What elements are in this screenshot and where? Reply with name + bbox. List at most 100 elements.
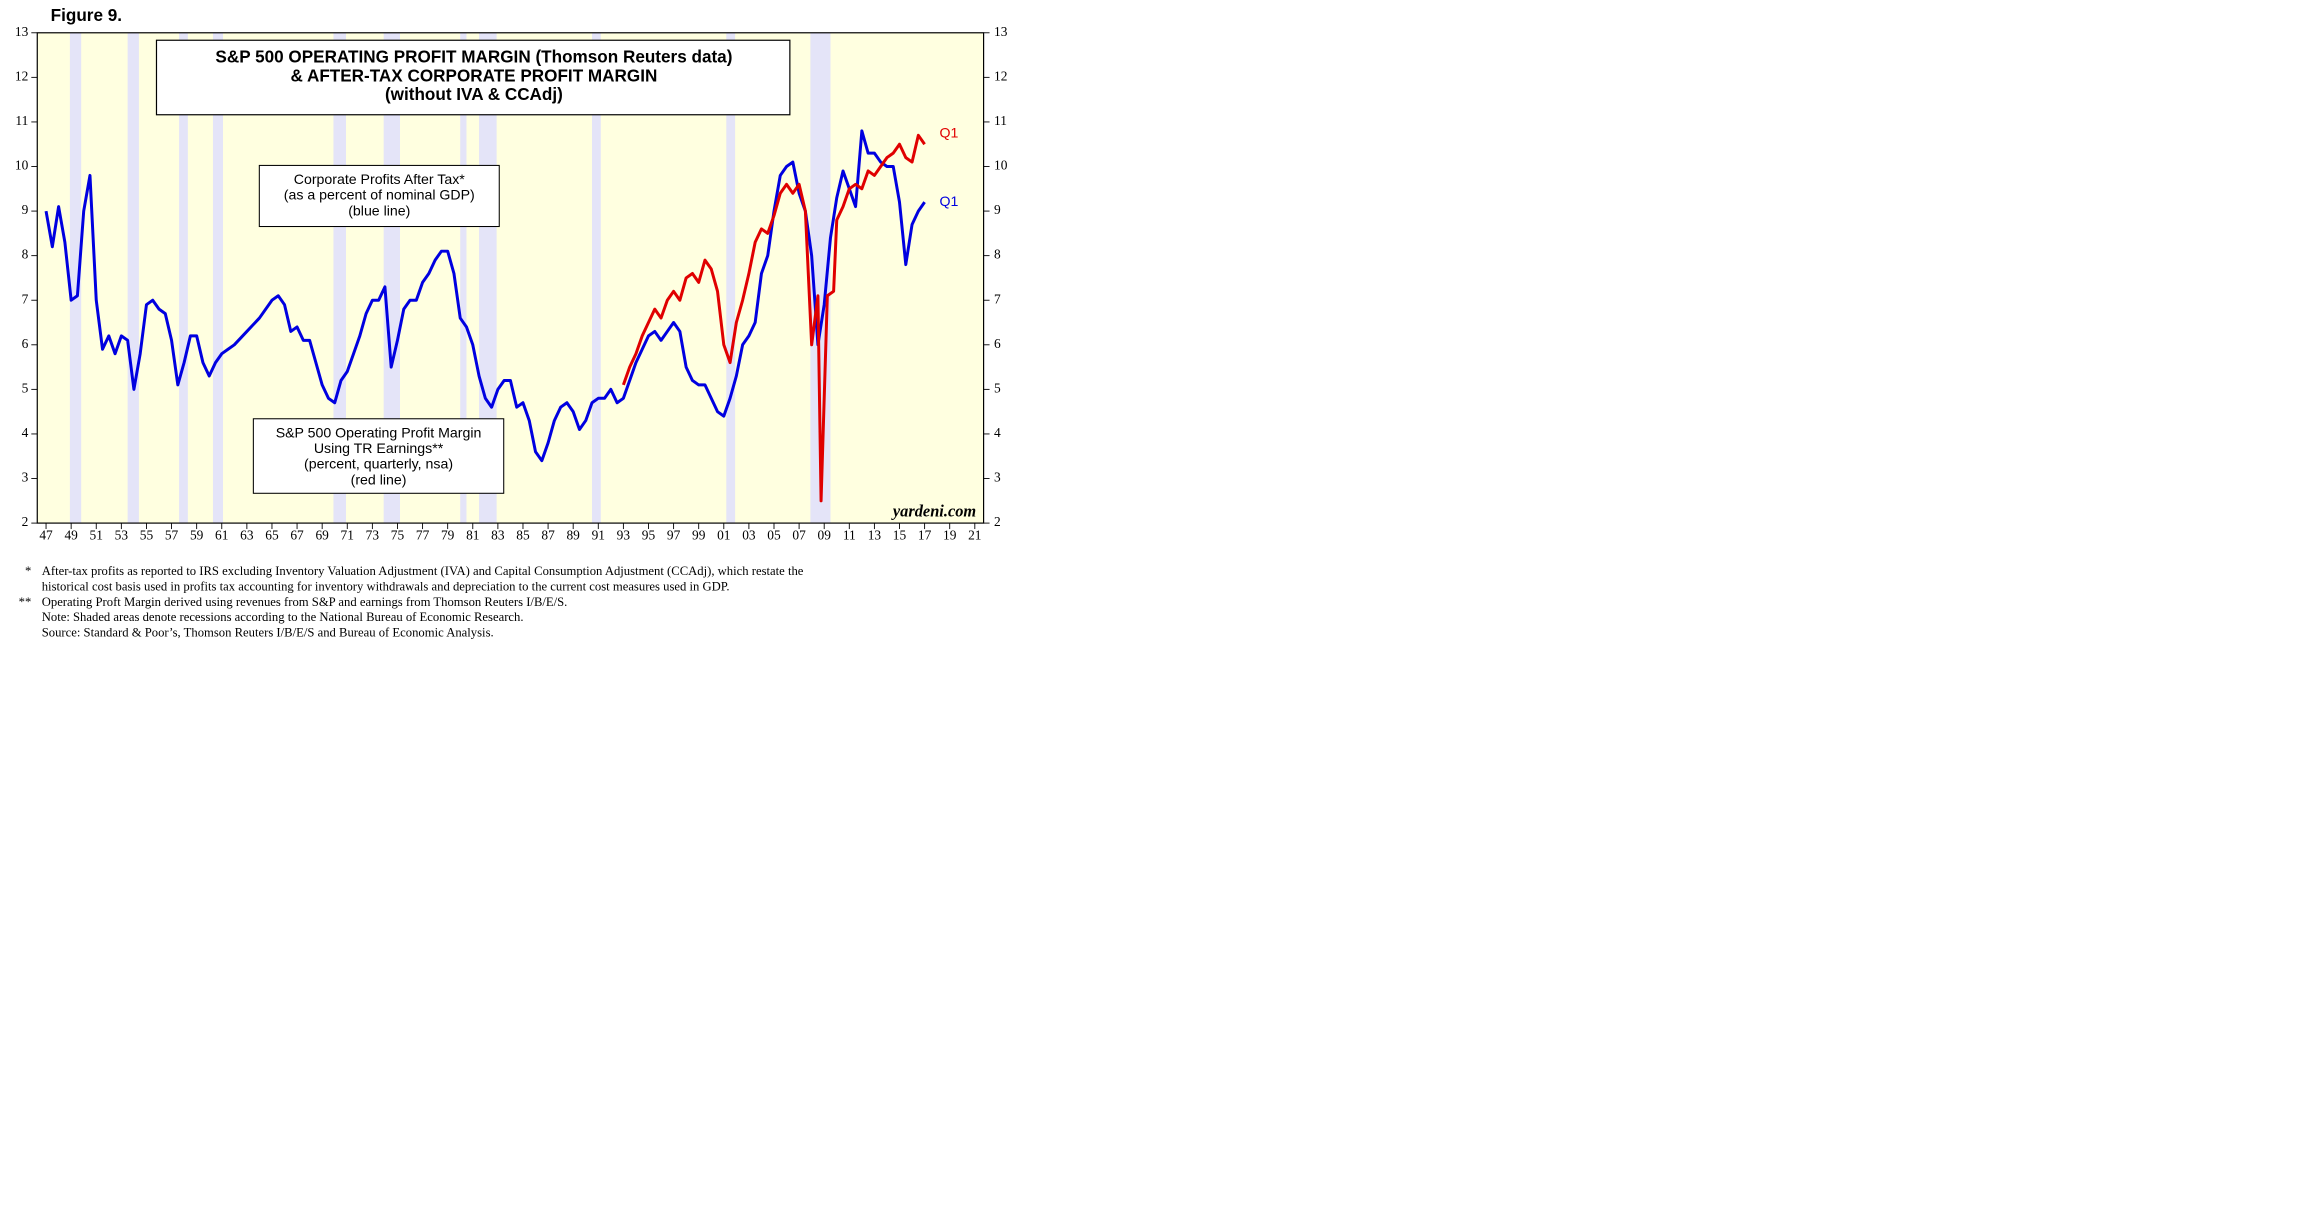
- x-tick-label: 95: [642, 528, 656, 543]
- x-tick-label: 63: [240, 528, 254, 543]
- y-tick-label: 4: [994, 425, 1001, 440]
- x-tick-label: 01: [717, 528, 730, 543]
- footnote: Source: Standard & Poor’s, Thomson Reute…: [42, 626, 494, 640]
- recession-band: [179, 32, 188, 524]
- y-tick-label: 4: [22, 425, 29, 440]
- x-tick-label: 71: [341, 528, 354, 543]
- x-tick-label: 89: [566, 528, 580, 543]
- annotation-text: S&P 500 Operating Profit Margin: [276, 424, 482, 440]
- y-tick-label: 9: [994, 202, 1001, 217]
- chart-title: (without IVA & CCAdj): [385, 84, 563, 104]
- figure-label: Figure 9.: [51, 5, 122, 25]
- y-tick-label: 2: [994, 514, 1001, 529]
- y-tick-label: 10: [994, 158, 1008, 173]
- recession-band: [383, 32, 400, 524]
- chart-title: S&P 500 OPERATING PROFIT MARGIN (Thomson…: [215, 47, 732, 67]
- x-tick-label: 05: [767, 528, 781, 543]
- end-label: Q1: [940, 125, 959, 141]
- y-tick-label: 2: [22, 514, 29, 529]
- y-tick-label: 12: [15, 68, 28, 83]
- recession-band: [726, 32, 736, 524]
- y-tick-label: 13: [994, 24, 1008, 39]
- x-tick-label: 99: [692, 528, 706, 543]
- y-tick-label: 12: [994, 68, 1007, 83]
- footnote-marker: *: [25, 564, 31, 578]
- annotation-text: Using TR Earnings**: [314, 440, 444, 456]
- y-tick-label: 13: [15, 24, 29, 39]
- x-tick-label: 97: [667, 528, 681, 543]
- annotation-text: (blue line): [348, 202, 410, 218]
- x-tick-label: 55: [140, 528, 154, 543]
- x-tick-label: 83: [491, 528, 505, 543]
- plot-frame: [36, 32, 985, 524]
- x-tick-label: 47: [39, 528, 53, 543]
- x-tick-label: 93: [617, 528, 631, 543]
- x-tick-label: 19: [943, 528, 957, 543]
- y-tick-label: 3: [22, 470, 29, 485]
- recession-band: [460, 32, 467, 524]
- footnote: Operating Proft Margin derived using rev…: [42, 595, 568, 609]
- y-tick-label: 8: [22, 247, 29, 262]
- recession-band: [592, 32, 601, 524]
- y-tick-label: 5: [22, 380, 29, 395]
- x-tick-label: 87: [541, 528, 555, 543]
- footnote-marker: **: [19, 595, 32, 609]
- annotation-text: Corporate Profits After Tax*: [294, 171, 466, 187]
- x-tick-label: 07: [792, 528, 806, 543]
- chart-title: & AFTER-TAX CORPORATE PROFIT MARGIN: [290, 65, 657, 85]
- x-tick-label: 09: [817, 528, 831, 543]
- x-tick-label: 03: [742, 528, 756, 543]
- x-tick-label: 15: [893, 528, 907, 543]
- x-tick-label: 67: [290, 528, 304, 543]
- annotation-box: [252, 418, 505, 494]
- x-tick-label: 49: [64, 528, 78, 543]
- y-tick-label: 11: [15, 113, 28, 128]
- x-tick-label: 85: [516, 528, 530, 543]
- x-tick-label: 79: [441, 528, 455, 543]
- annotation-text: (as a percent of nominal GDP): [284, 187, 475, 203]
- y-tick-label: 7: [22, 291, 29, 306]
- footnote: Note: Shaded areas denote recessions acc…: [42, 610, 524, 624]
- y-tick-label: 7: [994, 291, 1001, 306]
- y-tick-label: 8: [994, 247, 1001, 262]
- x-tick-label: 69: [315, 528, 329, 543]
- x-tick-label: 61: [215, 528, 228, 543]
- x-tick-label: 11: [843, 528, 856, 543]
- end-label: Q1: [940, 193, 959, 209]
- x-tick-label: 51: [90, 528, 103, 543]
- x-tick-label: 59: [190, 528, 204, 543]
- source-tag: yardeni.com: [891, 501, 976, 520]
- x-tick-label: 21: [968, 528, 981, 543]
- data-line: [44, 129, 926, 463]
- recession-band: [479, 32, 497, 524]
- y-tick-label: 10: [15, 158, 29, 173]
- footnote: After-tax profits as reported to IRS exc…: [42, 564, 804, 578]
- y-tick-label: 5: [994, 380, 1001, 395]
- y-tick-label: 6: [22, 336, 29, 351]
- annotation-text: (red line): [351, 471, 407, 487]
- data-line: [621, 133, 926, 503]
- x-tick-label: 13: [868, 528, 882, 543]
- x-tick-label: 57: [165, 528, 179, 543]
- x-tick-label: 91: [592, 528, 605, 543]
- recession-band: [212, 32, 224, 524]
- x-tick-label: 75: [391, 528, 405, 543]
- x-tick-label: 77: [416, 528, 430, 543]
- x-tick-label: 81: [466, 528, 479, 543]
- x-tick-label: 65: [265, 528, 279, 543]
- footnote: historical cost basis used in profits ta…: [42, 580, 730, 594]
- y-tick-label: 3: [994, 470, 1001, 485]
- y-tick-label: 9: [22, 202, 29, 217]
- y-tick-label: 11: [994, 113, 1007, 128]
- x-tick-label: 73: [366, 528, 380, 543]
- annotation-text: (percent, quarterly, nsa): [304, 456, 453, 472]
- annotation-box: [258, 164, 500, 228]
- x-tick-label: 53: [115, 528, 129, 543]
- recession-band: [127, 32, 139, 524]
- y-tick-label: 6: [994, 336, 1001, 351]
- recession-band: [69, 32, 82, 524]
- x-tick-label: 17: [918, 528, 932, 543]
- title-box: [155, 39, 791, 116]
